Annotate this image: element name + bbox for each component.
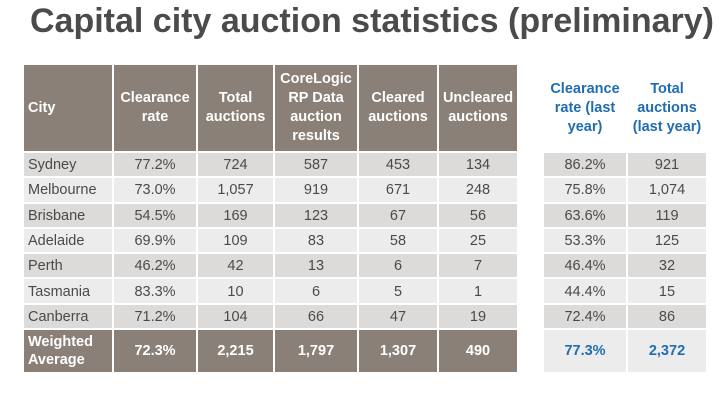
- last-year-header-row: Clearance rate (last year) Total auctions…: [544, 65, 706, 151]
- total-auctions-cell: 104: [198, 304, 273, 329]
- city-cell: Sydney: [24, 153, 112, 177]
- total-auctions-last-year-cell: 1,074: [628, 178, 706, 202]
- last-year-row: 75.8% 1,074: [544, 178, 706, 202]
- page-title: Capital city auction statistics (prelimi…: [30, 2, 714, 40]
- average-corelogic-results-cell: 1,797: [275, 330, 357, 373]
- total-auctions-cell: 10: [198, 279, 273, 303]
- city-cell: Brisbane: [24, 203, 112, 227]
- table-row: Adelaide 69.9% 109 83 58 25: [24, 228, 517, 253]
- clearance-rate-last-year-cell: 86.2%: [544, 153, 626, 177]
- corelogic-results-cell: 123: [275, 203, 357, 227]
- uncleared-auctions-cell: 19: [439, 304, 517, 329]
- weighted-average-row: Weighted Average 72.3% 2,215 1,797 1,307 490: [24, 330, 517, 373]
- average-clearance-rate-cell: 72.3%: [114, 330, 196, 373]
- clearance-rate-last-year-cell: 63.6%: [544, 203, 626, 227]
- header-total-auctions-last-year: Total auctions (last year): [628, 65, 706, 151]
- total-auctions-cell: 42: [198, 254, 273, 278]
- last-year-row: 63.6% 119: [544, 203, 706, 227]
- city-cell: Tasmania: [24, 279, 112, 303]
- clearance-rate-last-year-cell: 72.4%: [544, 304, 626, 329]
- city-cell: Melbourne: [24, 178, 112, 202]
- uncleared-auctions-cell: 56: [439, 203, 517, 227]
- header-clearance-rate-last-year: Clearance rate (last year): [544, 65, 626, 151]
- total-auctions-last-year-cell: 125: [628, 228, 706, 253]
- clearance-rate-last-year-cell: 44.4%: [544, 279, 626, 303]
- total-auctions-last-year-cell: 15: [628, 279, 706, 303]
- city-cell: Adelaide: [24, 228, 112, 253]
- corelogic-results-cell: 66: [275, 304, 357, 329]
- clearance-rate-cell: 83.3%: [114, 279, 196, 303]
- last-year-row: 72.4% 86: [544, 304, 706, 329]
- last-year-row: 44.4% 15: [544, 279, 706, 303]
- header-cleared-auctions: Cleared auctions: [359, 65, 437, 151]
- clearance-rate-cell: 73.0%: [114, 178, 196, 202]
- table-row: Brisbane 54.5% 169 123 67 56: [24, 203, 517, 227]
- average-total-auctions-last-year-cell: 2,372: [628, 330, 706, 373]
- corelogic-results-cell: 6: [275, 279, 357, 303]
- cleared-auctions-cell: 671: [359, 178, 437, 202]
- total-auctions-cell: 109: [198, 228, 273, 253]
- city-cell: Canberra: [24, 304, 112, 329]
- average-uncleared-auctions-cell: 490: [439, 330, 517, 373]
- uncleared-auctions-cell: 1: [439, 279, 517, 303]
- clearance-rate-last-year-cell: 75.8%: [544, 178, 626, 202]
- last-year-table: Clearance rate (last year) Total auctions…: [542, 63, 708, 374]
- average-clearance-rate-last-year-cell: 77.3%: [544, 330, 626, 373]
- table-row: Tasmania 83.3% 10 6 5 1: [24, 279, 517, 303]
- corelogic-results-cell: 587: [275, 153, 357, 177]
- cleared-auctions-cell: 5: [359, 279, 437, 303]
- weighted-average-last-year-row: 77.3% 2,372: [544, 330, 706, 373]
- clearance-rate-last-year-cell: 53.3%: [544, 228, 626, 253]
- city-cell: Perth: [24, 254, 112, 278]
- uncleared-auctions-cell: 134: [439, 153, 517, 177]
- clearance-rate-cell: 69.9%: [114, 228, 196, 253]
- auction-stats-table: City Clearance rate Total auctions CoreLogi…: [22, 63, 519, 374]
- average-cleared-auctions-cell: 1,307: [359, 330, 437, 373]
- corelogic-results-cell: 13: [275, 254, 357, 278]
- uncleared-auctions-cell: 7: [439, 254, 517, 278]
- table-row: Sydney 77.2% 724 587 453 134: [24, 153, 517, 177]
- header-corelogic-results: CoreLogic RP Data auction results: [275, 65, 357, 151]
- uncleared-auctions-cell: 248: [439, 178, 517, 202]
- total-auctions-last-year-cell: 32: [628, 254, 706, 278]
- header-uncleared-auctions: Uncleared auctions: [439, 65, 517, 151]
- corelogic-results-cell: 919: [275, 178, 357, 202]
- cleared-auctions-cell: 67: [359, 203, 437, 227]
- clearance-rate-cell: 54.5%: [114, 203, 196, 227]
- total-auctions-cell: 724: [198, 153, 273, 177]
- cleared-auctions-cell: 47: [359, 304, 437, 329]
- clearance-rate-cell: 71.2%: [114, 304, 196, 329]
- cleared-auctions-cell: 58: [359, 228, 437, 253]
- average-total-auctions-cell: 2,215: [198, 330, 273, 373]
- cleared-auctions-cell: 6: [359, 254, 437, 278]
- table-row: Melbourne 73.0% 1,057 919 671 248: [24, 178, 517, 202]
- clearance-rate-last-year-cell: 46.4%: [544, 254, 626, 278]
- corelogic-results-cell: 83: [275, 228, 357, 253]
- clearance-rate-cell: 46.2%: [114, 254, 196, 278]
- total-auctions-cell: 1,057: [198, 178, 273, 202]
- table-header-row: City Clearance rate Total auctions CoreLogi…: [24, 65, 517, 151]
- header-city: City: [24, 65, 112, 151]
- uncleared-auctions-cell: 25: [439, 228, 517, 253]
- average-city-cell: Weighted Average: [24, 330, 112, 373]
- header-clearance-rate: Clearance rate: [114, 65, 196, 151]
- table-row: Perth 46.2% 42 13 6 7: [24, 254, 517, 278]
- last-year-row: 46.4% 32: [544, 254, 706, 278]
- clearance-rate-cell: 77.2%: [114, 153, 196, 177]
- total-auctions-last-year-cell: 86: [628, 304, 706, 329]
- table-row: Canberra 71.2% 104 66 47 19: [24, 304, 517, 329]
- last-year-row: 53.3% 125: [544, 228, 706, 253]
- total-auctions-last-year-cell: 921: [628, 153, 706, 177]
- total-auctions-cell: 169: [198, 203, 273, 227]
- last-year-row: 86.2% 921: [544, 153, 706, 177]
- total-auctions-last-year-cell: 119: [628, 203, 706, 227]
- header-total-auctions: Total auctions: [198, 65, 273, 151]
- cleared-auctions-cell: 453: [359, 153, 437, 177]
